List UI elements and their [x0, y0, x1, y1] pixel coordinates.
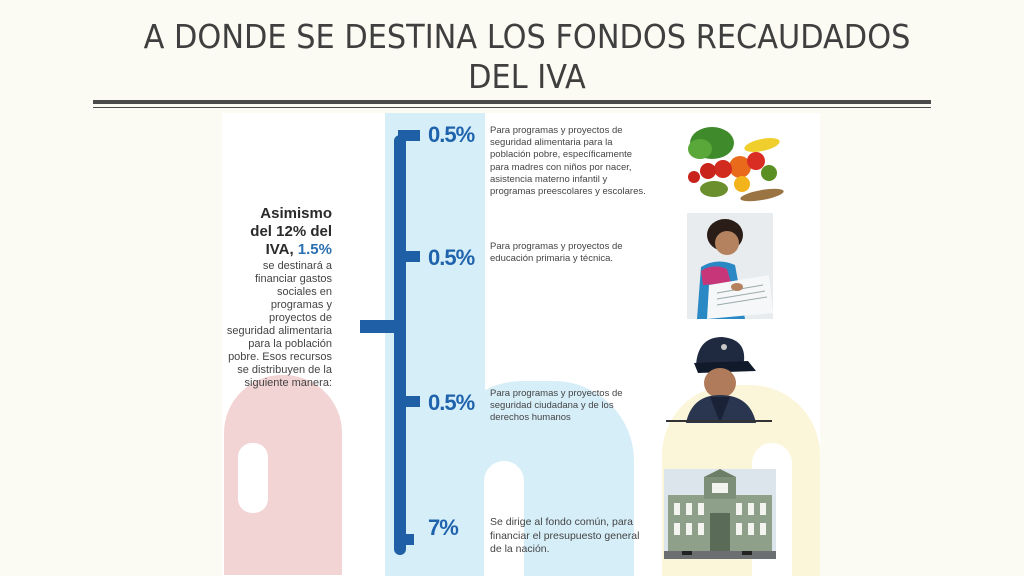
intro-body: se destinará a financiar gastos sociales…: [226, 260, 332, 389]
national-palace-photo: [664, 469, 776, 559]
item-description: Se dirige al fondo común, para financiar…: [490, 516, 640, 555]
bracket-tick: [398, 251, 420, 262]
brace-connector: [360, 320, 398, 333]
intro-text: Asimismo del 12% del IVA, 1.5% se destin…: [222, 205, 332, 390]
slide-title-line2: DEL IVA: [468, 57, 586, 96]
percent-label: 7%: [428, 515, 459, 540]
item-description: Para programas y proyectos de educación …: [490, 241, 623, 265]
title-divider-thick: [93, 100, 931, 104]
bracket-tick: [398, 396, 420, 407]
intro-highlight-percent: 1.5%: [297, 241, 332, 258]
bracket-tick: [398, 534, 414, 545]
vegetables-fruit-photo: [682, 121, 788, 205]
slide-title-line1: A DONDE SE DESTINA LOS FONDOS RECAUDADOS: [143, 17, 911, 56]
percent-label: 0.5%: [428, 390, 475, 415]
title-divider-thin: [93, 107, 931, 108]
iva-infographic: Asimismo del 12% del IVA, 1.5% se destin…: [222, 113, 820, 576]
bracket-line: [394, 135, 406, 555]
percent-label: 0.5%: [428, 122, 475, 147]
intro-bold: Asimismo del 12% del IVA, 1.5%: [250, 205, 332, 258]
child-studying-photo: [687, 213, 773, 319]
background-letter-shape: [442, 381, 634, 576]
percent-label: 0.5%: [428, 245, 475, 270]
bracket-tick: [398, 130, 420, 141]
item-description: Para programas y proyectos de seguridad …: [490, 388, 623, 424]
police-officer-photo: [666, 331, 772, 423]
item-description: Para programas y proyectos de seguridad …: [490, 125, 646, 198]
